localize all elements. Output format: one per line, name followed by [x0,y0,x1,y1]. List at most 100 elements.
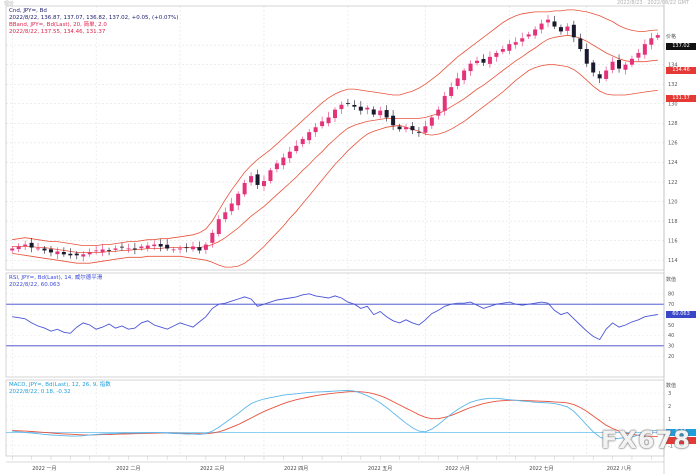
candle-body-88 [578,38,583,50]
candle-body-72 [475,60,480,64]
candle-28 [190,241,195,252]
candle-body-6 [48,249,53,253]
candle-body-67 [442,95,447,111]
candle-body-64 [423,126,428,133]
candle-45 [300,136,305,148]
macd-tick-label-0: -1 [668,443,673,449]
candle-body-41 [274,163,279,170]
candle-body-82 [539,23,544,30]
candle-50 [332,107,338,123]
candle-body-63 [416,131,421,133]
candle-58 [384,105,389,122]
candle-body-44 [294,145,299,152]
candle-23 [158,239,163,252]
macd-series [12,390,658,441]
candle-body-30 [203,244,208,250]
candle-body-86 [565,26,570,31]
candle-27 [184,243,189,253]
candle-body-84 [552,21,557,27]
candle-25 [171,247,176,253]
candle-body-28 [190,246,195,250]
candle-body-36 [242,182,247,195]
candle-13 [94,245,99,255]
macd-grid [6,392,664,446]
price-tick-label-6: 126 [668,141,678,147]
candle-64 [423,120,428,136]
candle-body-96 [629,58,634,65]
month-label-3: 2022 四月 [284,466,308,472]
rsi-values: 2022/8/22, 60.063 [9,282,60,288]
candle-24 [165,239,170,251]
candle-83 [546,14,551,28]
candle-36 [242,179,247,197]
candle-51 [339,101,344,114]
candle-body-24 [165,244,170,249]
candle-body-51 [339,104,344,110]
candle-21 [145,242,150,252]
candle-body-9 [68,253,73,256]
candle-2 [23,240,28,250]
candle-body-37 [249,176,254,183]
candle-body-54 [358,106,363,111]
candle-body-62 [410,126,415,131]
signal-tag: -0.32 [666,437,696,444]
candle-body-89 [584,49,589,64]
candle-body-91 [597,74,602,79]
candle-body-50 [332,109,338,119]
candle-body-83 [546,19,551,23]
candle-19 [132,242,137,255]
candle-68 [449,82,454,99]
candle-body-32 [216,219,221,235]
candle-43 [287,146,292,163]
candle-60 [397,124,402,132]
candle-75 [494,50,499,62]
price-tick-label-0: 114 [668,258,678,264]
candle-body-74 [487,56,492,64]
candle-100 [655,32,660,41]
candle-body-94 [617,59,622,69]
bband-lower-line [12,64,658,268]
candle-body-42 [281,157,286,166]
candle-body-69 [455,78,460,86]
macd-tick-label-4: 3 [668,391,671,397]
candle-body-49 [326,117,331,124]
candle-body-87 [571,24,576,38]
price-tick-label-3: 120 [668,199,678,205]
macd-tag: 0.15 [666,429,696,436]
candle-12 [87,248,92,257]
candle-body-31 [210,232,215,243]
rsi-line [12,293,658,341]
rsi-last-tag: 60.063 [666,311,696,318]
candle-body-95 [623,64,628,70]
candle-99 [649,32,654,50]
candle-body-19 [132,248,137,250]
price-tick-label-8: 130 [668,102,678,108]
header-left: 现价 [4,1,15,7]
candle-body-15 [107,250,112,251]
candle-body-25 [171,249,176,251]
price-axis-label: 价格 [666,34,677,40]
candle-48 [320,116,325,129]
month-label-1: 2022 二月 [116,466,140,472]
candle-body-5 [42,248,47,251]
candle-body-79 [520,38,525,42]
month-label-7: 2022 八月 [607,466,631,472]
candle-body-27 [184,247,189,249]
candle-body-76 [500,49,505,52]
candle-87 [571,20,576,43]
candle-38 [255,169,260,189]
candle-10 [74,251,79,260]
last-price-tag: 137.02 [666,43,696,50]
candle-body-39 [261,181,266,187]
candle-body-17 [119,246,124,248]
candle-body-43 [287,151,292,159]
candle-18 [126,243,131,253]
candle-76 [500,45,505,55]
candle-body-11 [81,254,86,257]
candle-34 [229,197,234,216]
panel-frame-1 [5,5,665,271]
candle-body-18 [126,248,131,250]
candle-55 [365,105,370,115]
